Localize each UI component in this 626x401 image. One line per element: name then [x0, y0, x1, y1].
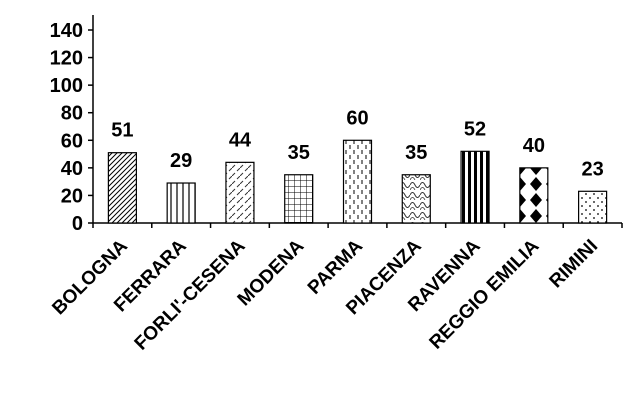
y-tick-label: 60	[61, 130, 83, 152]
data-label: 44	[229, 129, 252, 151]
y-tick-label: 120	[50, 48, 83, 70]
data-label: 35	[288, 142, 310, 164]
y-tick-label: 40	[61, 158, 83, 180]
category-label: RIMINI	[546, 236, 603, 293]
bar	[578, 190, 608, 224]
y-tick-label: 80	[61, 103, 83, 125]
data-label: 40	[523, 135, 545, 157]
y-tick-label: 140	[50, 20, 83, 42]
y-tick-label: 0	[72, 213, 83, 235]
y-tick-label: 100	[50, 75, 83, 97]
bar	[460, 150, 490, 224]
bar	[166, 182, 196, 224]
category-label: REGGIO EMILIA	[426, 235, 544, 353]
bar	[519, 167, 549, 224]
y-tick-label: 20	[61, 185, 83, 207]
data-label: 51	[111, 120, 133, 142]
data-label: 60	[346, 107, 368, 129]
bar	[107, 152, 137, 224]
bar	[401, 174, 431, 224]
data-label: 29	[170, 150, 192, 172]
data-label: 52	[464, 118, 486, 140]
bar	[342, 139, 373, 224]
bar	[225, 161, 255, 224]
bar	[284, 174, 314, 224]
data-label: 35	[405, 142, 427, 164]
data-label: 23	[581, 158, 603, 180]
category-label: FORLI'-CESENA	[131, 235, 250, 354]
